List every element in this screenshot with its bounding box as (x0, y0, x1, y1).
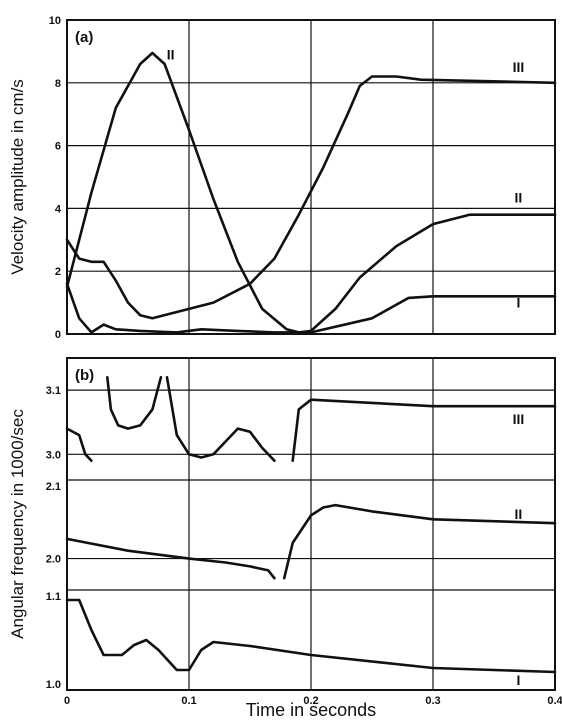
y-tick-label: 2 (55, 266, 61, 278)
curve-I (65, 282, 557, 334)
panel-label: (b) (75, 367, 94, 384)
curve-II (282, 503, 557, 580)
panel-label: (a) (75, 29, 93, 46)
y-tick-label: 0 (55, 329, 61, 341)
x-tick-label: 0.3 (425, 695, 440, 707)
y-tick-label: 1.1 (46, 591, 61, 603)
curve-II (65, 537, 276, 580)
y-axis-label: Velocity amplitude in cm/s (8, 79, 27, 275)
curve-III (65, 427, 93, 462)
x-tick-label: 0.1 (181, 695, 196, 707)
y-tick-label: 1.0 (46, 679, 61, 691)
series-label: III (513, 411, 525, 427)
y-tick-label: 4 (55, 203, 62, 215)
y-tick-label: 3.0 (46, 449, 61, 461)
series-label: I (516, 672, 520, 688)
curve-II (65, 51, 557, 334)
y-tick-label: 10 (49, 15, 61, 27)
curve-III (291, 398, 557, 462)
x-tick-label: 0 (64, 695, 70, 707)
y-tick-label: 8 (55, 78, 61, 90)
y-axis-label: Angular frequency in 1000/sec (8, 409, 27, 639)
curve-I (65, 598, 557, 674)
plot-frame (66, 19, 556, 335)
series-label: I (516, 295, 520, 311)
x-axis-label: Time in seconds (246, 700, 376, 720)
y-tick-label: 2.0 (46, 554, 61, 566)
plot-frame (66, 357, 556, 691)
curve-III (106, 376, 163, 430)
y-tick-label: 3.1 (46, 385, 61, 397)
series-label: III (513, 59, 525, 75)
curve-III (65, 75, 557, 320)
x-tick-label: 0.2 (303, 695, 318, 707)
x-tick-label: 0.4 (547, 695, 562, 707)
series-label: II (515, 506, 523, 522)
series-label: II (515, 189, 523, 205)
curve-annotation: II (167, 47, 175, 63)
y-tick-label: 2.1 (46, 481, 61, 493)
curve-III (165, 376, 276, 462)
y-tick-label: 6 (55, 141, 61, 153)
